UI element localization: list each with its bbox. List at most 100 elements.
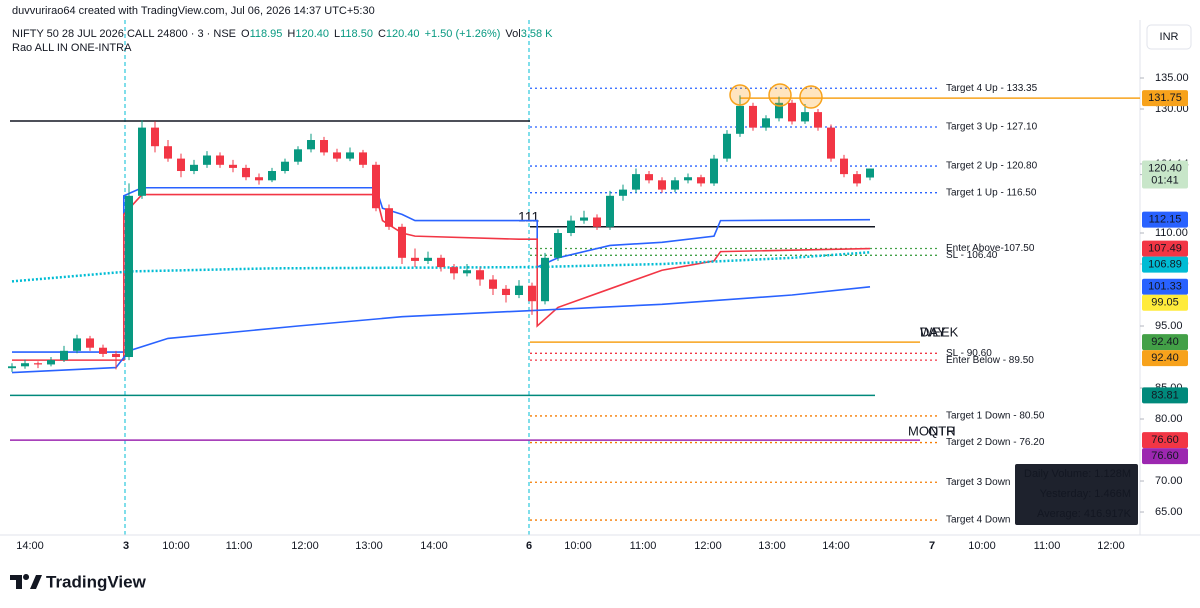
currency-button[interactable] bbox=[1146, 24, 1192, 50]
x-tick-label: 14:00 bbox=[420, 540, 448, 552]
candle-body bbox=[99, 347, 107, 354]
candle-body bbox=[489, 279, 497, 289]
ohlc-value: 120.40 bbox=[386, 28, 420, 40]
x-tick-label: 12:00 bbox=[1097, 540, 1125, 552]
candle-body bbox=[723, 133, 731, 159]
candle-body bbox=[177, 158, 185, 172]
price-badge bbox=[1142, 387, 1188, 404]
candle-body bbox=[645, 174, 653, 181]
target-label: Target 4 Down bbox=[946, 515, 1010, 526]
price-badge bbox=[1142, 256, 1188, 273]
volume-stat: Yesterday: 1.466M bbox=[1040, 488, 1131, 500]
period-label: WEEK bbox=[920, 324, 959, 339]
price-badge-label: 131.75 bbox=[1148, 92, 1182, 104]
y-tick-label: 80.00 bbox=[1155, 413, 1183, 425]
price-badge-label: 83.81 bbox=[1151, 389, 1179, 401]
candle-body bbox=[567, 220, 575, 234]
x-tick-label: 10:00 bbox=[564, 540, 592, 552]
candle-body bbox=[307, 140, 315, 150]
x-tick-label: 7 bbox=[929, 540, 935, 552]
currency-label[interactable]: INR bbox=[1160, 31, 1179, 43]
price-badge bbox=[1142, 448, 1188, 465]
candle-body bbox=[463, 270, 471, 274]
brand-name: TradingView bbox=[46, 572, 147, 591]
target-label: Target 3 Down bbox=[946, 477, 1010, 488]
symbol: NIFTY 50 28 JUL 2026 CALL 24800 · 3 · NS… bbox=[12, 28, 236, 40]
x-tick-label: 10:00 bbox=[162, 540, 190, 552]
candle-body bbox=[541, 257, 549, 302]
candle-body bbox=[593, 217, 601, 227]
x-tick-label: 14:00 bbox=[822, 540, 850, 552]
volume-stat: Average: 416.917K bbox=[1037, 508, 1132, 520]
candle-body bbox=[138, 127, 146, 196]
indicator-name: Rao ALL IN ONE-INTRA bbox=[12, 42, 132, 54]
candle-body bbox=[242, 167, 250, 178]
price-badge-label: 107.49 bbox=[1148, 242, 1182, 254]
candle-body bbox=[34, 363, 42, 365]
brand-logo: TradingView bbox=[10, 572, 147, 591]
price-badge-label: 92.40 bbox=[1151, 336, 1179, 348]
price-badge-label: 92.40 bbox=[1151, 352, 1179, 364]
candle-body bbox=[112, 353, 120, 358]
logo-icon bbox=[10, 574, 42, 589]
volume-box bbox=[1015, 464, 1138, 525]
x-tick-label: 3 bbox=[123, 540, 129, 552]
candle-body bbox=[151, 127, 159, 147]
candle-body bbox=[437, 257, 445, 268]
level-value-label: 111 bbox=[518, 209, 539, 225]
ohlc-value: 118.95 bbox=[250, 28, 283, 40]
candle-body bbox=[775, 102, 783, 119]
ohlc-key: H bbox=[287, 28, 295, 40]
y-tick-label: 95.00 bbox=[1155, 320, 1183, 332]
candle-body bbox=[125, 195, 133, 358]
y-tick-label: 70.00 bbox=[1155, 475, 1183, 487]
candle-body bbox=[788, 102, 796, 122]
volume-stat: Daily Volume: 1.128M bbox=[1024, 468, 1131, 480]
x-tick-label: 13:00 bbox=[355, 540, 383, 552]
candle-body bbox=[333, 152, 341, 159]
period-label: MONTH bbox=[908, 423, 956, 438]
candle-body bbox=[268, 171, 276, 181]
highlight-circles bbox=[729, 83, 823, 109]
highlight-circle bbox=[768, 83, 792, 107]
candle-body bbox=[190, 164, 198, 172]
candle-body bbox=[866, 168, 874, 178]
chart-layer: 135.00130.00121.14119.42110.00105.0095.0… bbox=[8, 72, 1189, 552]
candle-body bbox=[632, 174, 640, 190]
candle-body bbox=[398, 226, 406, 258]
indicator-line bbox=[11, 251, 871, 283]
candle-body bbox=[164, 146, 172, 159]
candle-body bbox=[73, 338, 81, 351]
candle-body bbox=[606, 195, 614, 227]
candle-body bbox=[229, 164, 237, 168]
change: +1.50 (+1.26%) bbox=[425, 28, 501, 40]
target-label: Enter Above-107.50 bbox=[946, 243, 1035, 254]
candle-body bbox=[840, 158, 848, 175]
x-tick-label: 11:00 bbox=[226, 540, 253, 552]
highlight-circle bbox=[799, 85, 823, 109]
target-label: Enter Below - 89.50 bbox=[946, 355, 1034, 366]
candle-body bbox=[21, 363, 29, 367]
x-tick-label: 10:00 bbox=[968, 540, 996, 552]
candle-body bbox=[853, 174, 861, 184]
candle-body bbox=[320, 140, 328, 153]
target-label: SL - 106.40 bbox=[946, 250, 998, 261]
period-label: QTR bbox=[928, 423, 955, 438]
candle-body bbox=[515, 285, 523, 296]
price-badge bbox=[1142, 278, 1188, 295]
x-tick-label: 11:00 bbox=[630, 540, 657, 552]
price-badge bbox=[1142, 240, 1188, 257]
candle-body bbox=[372, 164, 380, 209]
y-tick-label: 135.00 bbox=[1155, 72, 1189, 84]
candle-body bbox=[255, 177, 263, 181]
candle-body bbox=[528, 285, 536, 302]
price-badge-label: 99.05 bbox=[1151, 297, 1179, 309]
price-badge bbox=[1142, 432, 1188, 449]
price-badge-label: 112.15 bbox=[1149, 214, 1182, 226]
highlight-circle bbox=[729, 84, 751, 106]
candle-body bbox=[359, 152, 367, 165]
candle-body bbox=[658, 180, 666, 190]
candle-body bbox=[710, 158, 718, 184]
